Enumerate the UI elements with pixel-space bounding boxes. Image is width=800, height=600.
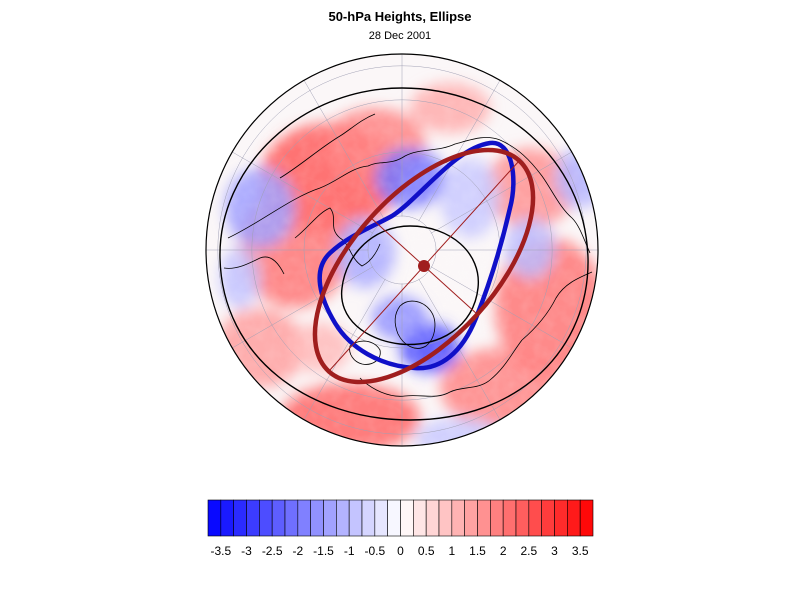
colorbar-box — [451, 499, 465, 537]
coastline-alaska — [521, 271, 593, 341]
vortex-edge-contour — [317, 140, 516, 371]
colorbar-box — [271, 499, 286, 537]
colorbar-box — [477, 499, 491, 537]
graticule — [206, 54, 598, 446]
colorbar-box — [425, 499, 440, 537]
meridian-line — [303, 278, 386, 420]
colorbar-box — [361, 499, 376, 537]
colorbar-box — [259, 499, 273, 537]
colorbar-box — [387, 499, 401, 537]
meridian-line — [232, 151, 374, 234]
colorbar-box — [490, 499, 504, 537]
colorbar-tick-label: 0.5 — [418, 544, 435, 558]
colorbar-tick-label: -3.5 — [210, 544, 231, 558]
colorbar-box — [246, 499, 260, 537]
colorbar-box — [413, 499, 427, 537]
colorbar-tick-label: -1.5 — [313, 544, 334, 558]
colorbar-tick-label: -1 — [344, 544, 355, 558]
chart-subtitle: 28 Dec 2001 — [368, 30, 432, 42]
colorbar-box — [284, 499, 299, 537]
colorbar-tick-label: -3 — [241, 544, 252, 558]
colorbar-tick-label: -2 — [292, 544, 303, 558]
height-contour-outer — [219, 87, 589, 421]
meridian-line — [418, 80, 501, 222]
coastline-south-asia — [279, 113, 376, 179]
meridian-line — [430, 266, 572, 349]
colorbar-box — [374, 499, 388, 537]
coastlines — [223, 113, 593, 397]
colorbar-box — [502, 499, 517, 537]
colorbar: -3.5 -3 -2.5 -2 -1.5 -1 -0.5 0 0.5 1 1.5 2 2.5 3 3.5 — [207, 499, 594, 558]
coastline-africa — [223, 256, 285, 275]
coastline-hudson-bay — [349, 340, 381, 365]
meridian-line — [232, 266, 374, 349]
height-contour-inner — [340, 225, 479, 346]
colorbar-box — [528, 499, 542, 537]
colorbar-tick-label: 2 — [500, 544, 507, 558]
colorbar-box — [400, 499, 414, 537]
colorbar-tick-labels: -3.5 -3 -2.5 -2 -1.5 -1 -0.5 0 0.5 1 1.5 2 2.5 3 3.5 — [210, 544, 588, 558]
colorbar-box — [438, 499, 453, 537]
meridian-line — [430, 151, 572, 234]
colorbar-box — [220, 499, 234, 537]
colorbar-box — [323, 499, 337, 537]
meridian-line — [303, 80, 386, 222]
colorbar-box — [567, 499, 581, 537]
fitted-ellipse — [312, 147, 536, 385]
colorbar-tick-label: 2.5 — [520, 544, 537, 558]
chart-title: 50-hPa Heights, Ellipse — [328, 9, 472, 24]
globe-outline — [205, 53, 599, 447]
colorbar-box — [207, 499, 222, 537]
colorbar-tick-label: -0.5 — [364, 544, 385, 558]
colorbar-box — [515, 499, 530, 537]
coastline-eurasia-north — [227, 137, 501, 239]
colorbar-box — [541, 499, 555, 537]
colorbar-tick-label: 0 — [397, 544, 404, 558]
colorbar-box — [579, 499, 594, 537]
colorbar-box — [348, 499, 363, 537]
coastline-greenland — [394, 300, 436, 349]
coastline-europe — [294, 207, 381, 267]
colorbar-box — [336, 499, 350, 537]
colorbar-tick-label: 1 — [448, 544, 455, 558]
coastline-east-asia — [499, 139, 591, 254]
colorbar-tick-label: 3.5 — [572, 544, 589, 558]
colorbar-box — [310, 499, 324, 537]
colorbar-box — [233, 499, 247, 537]
colorbar-box — [554, 499, 568, 537]
colorbar-box — [297, 499, 311, 537]
colorbar-tick-label: 3 — [551, 544, 558, 558]
colorbar-boxes — [207, 499, 594, 537]
colorbar-box — [464, 499, 478, 537]
coastline-north-america — [359, 339, 523, 397]
colorbar-tick-label: 1.5 — [469, 544, 486, 558]
height-contours — [219, 87, 589, 421]
ellipse-center-marker — [418, 260, 430, 272]
polar-map — [205, 53, 599, 447]
colorbar-tick-label: -2.5 — [262, 544, 283, 558]
